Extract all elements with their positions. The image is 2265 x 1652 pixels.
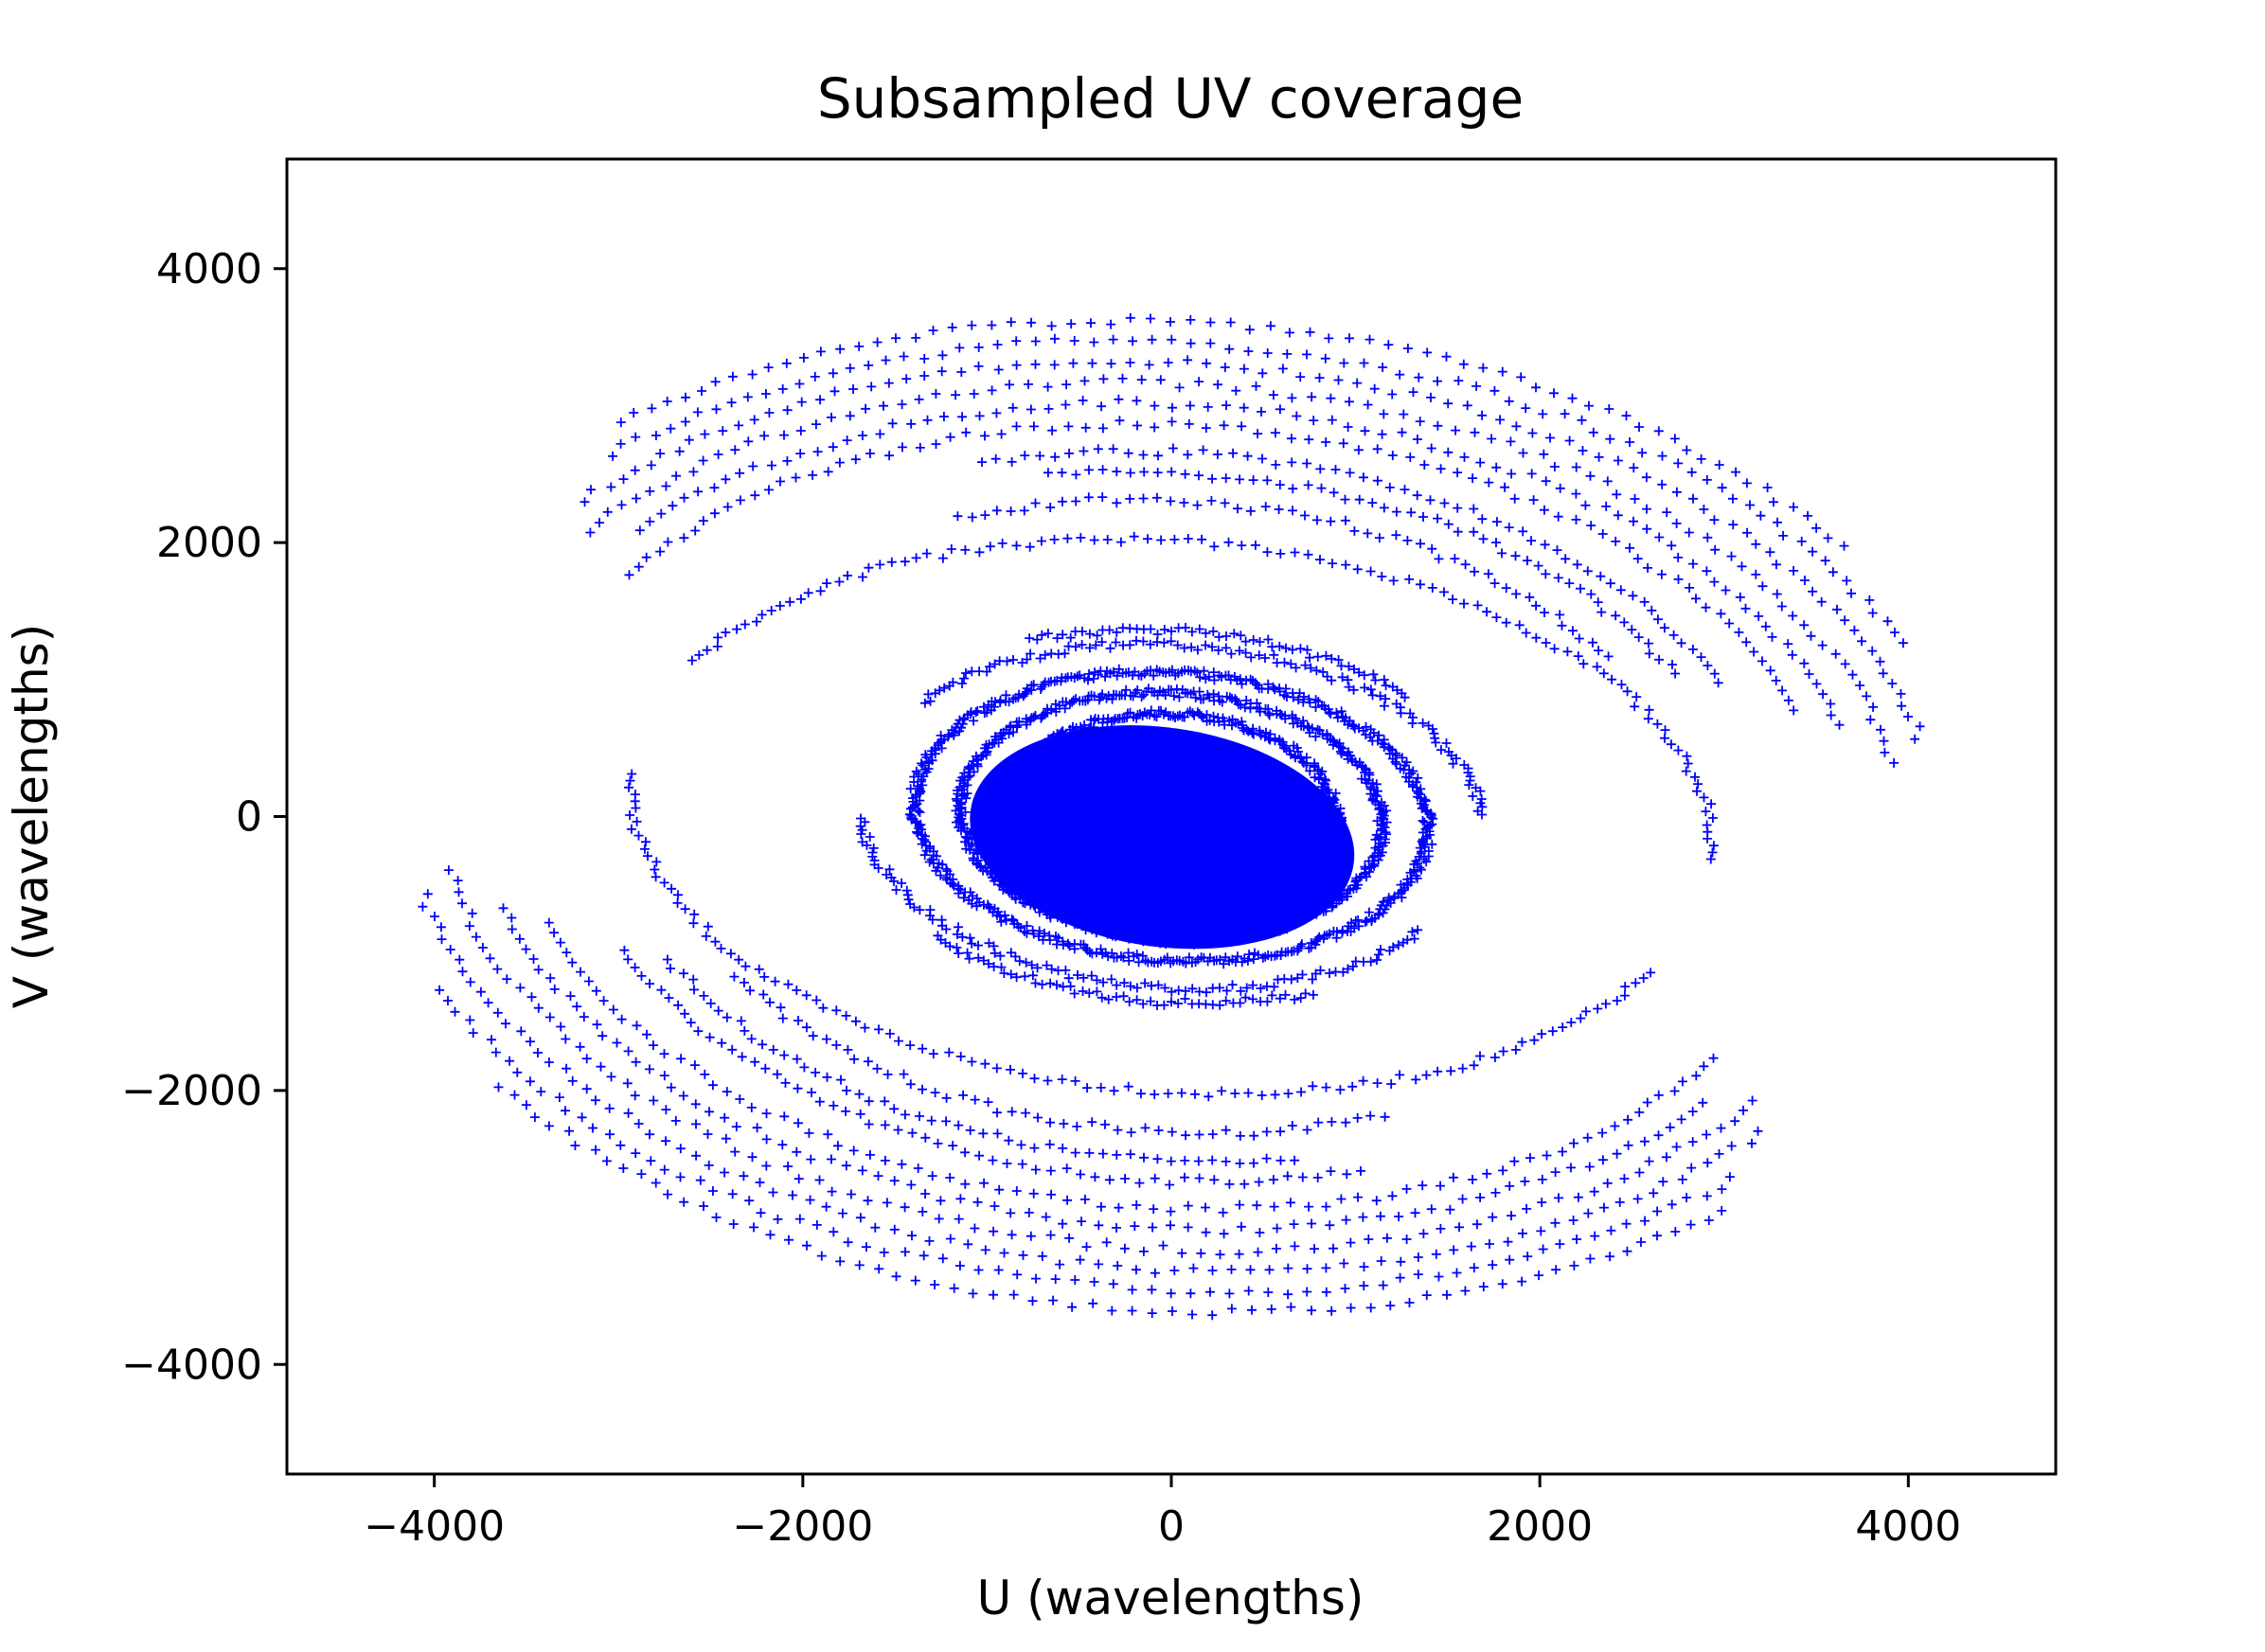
- data-points-layer: [418, 312, 1925, 1321]
- y-tick-label: 4000: [156, 245, 262, 293]
- x-tick-label: 2000: [1487, 1502, 1593, 1551]
- x-tick-label: −4000: [364, 1502, 505, 1551]
- x-tick-label: 0: [1158, 1502, 1185, 1551]
- y-axis-label: V (wavelengths): [4, 624, 59, 1008]
- x-tick-label: 4000: [1855, 1502, 1961, 1551]
- y-tick-label: 2000: [156, 519, 262, 567]
- dense-core-points: [970, 725, 1355, 950]
- x-axis-ticks: −4000 −2000 0 2000 4000: [364, 1474, 1961, 1551]
- x-tick-label: −2000: [732, 1502, 873, 1551]
- chart-title: Subsampled UV coverage: [817, 66, 1524, 131]
- y-axis-ticks: −4000 −2000 0 2000 4000: [121, 245, 287, 1389]
- y-tick-label: −4000: [121, 1341, 262, 1389]
- x-axis-label: U (wavelengths): [977, 1571, 1364, 1625]
- y-tick-label: −2000: [121, 1067, 262, 1115]
- y-tick-label: 0: [236, 793, 262, 842]
